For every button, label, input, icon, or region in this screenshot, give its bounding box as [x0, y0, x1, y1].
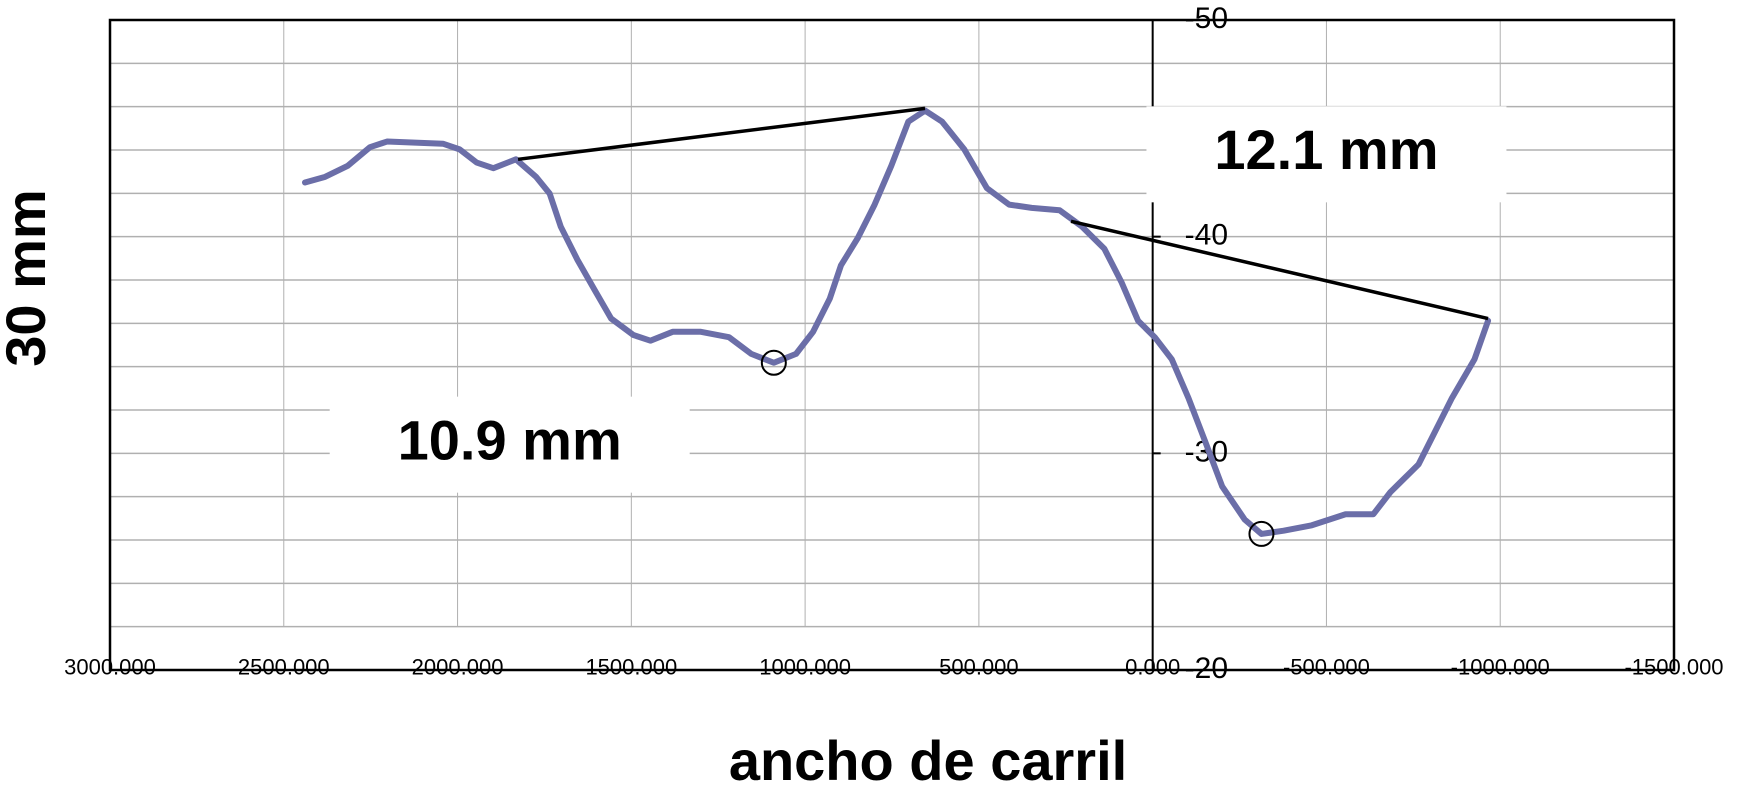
reference-line [1070, 219, 1489, 321]
x-tick-label: -1000.000 [1451, 654, 1550, 679]
plot-frame [108, 18, 1676, 672]
data-line [301, 107, 1492, 537]
x-tick-label: 1500.000 [585, 654, 677, 679]
marker [1248, 520, 1275, 547]
x-tick-label: 2500.000 [238, 654, 330, 679]
y-tick-label: -40 [1185, 219, 1228, 252]
reference-line [517, 106, 926, 162]
x-axis-label: ancho de carril [729, 729, 1127, 792]
marker [760, 349, 787, 376]
annotation: 10.9 mm [398, 408, 622, 471]
annotation-box [1146, 106, 1507, 203]
x-tick-label: 1000.000 [759, 654, 851, 679]
x-tick-label: 500.000 [939, 654, 1019, 679]
y-tick-label: -20 [1185, 652, 1228, 685]
x-tick-label: -500.000 [1283, 654, 1370, 679]
annotation: 12.1 mm [1214, 118, 1438, 181]
y-tick-label: -50 [1185, 2, 1228, 35]
y-axis-label: 30 mm [0, 189, 57, 366]
annotation-box [329, 396, 690, 493]
x-tick-label: 2000.000 [412, 654, 504, 679]
